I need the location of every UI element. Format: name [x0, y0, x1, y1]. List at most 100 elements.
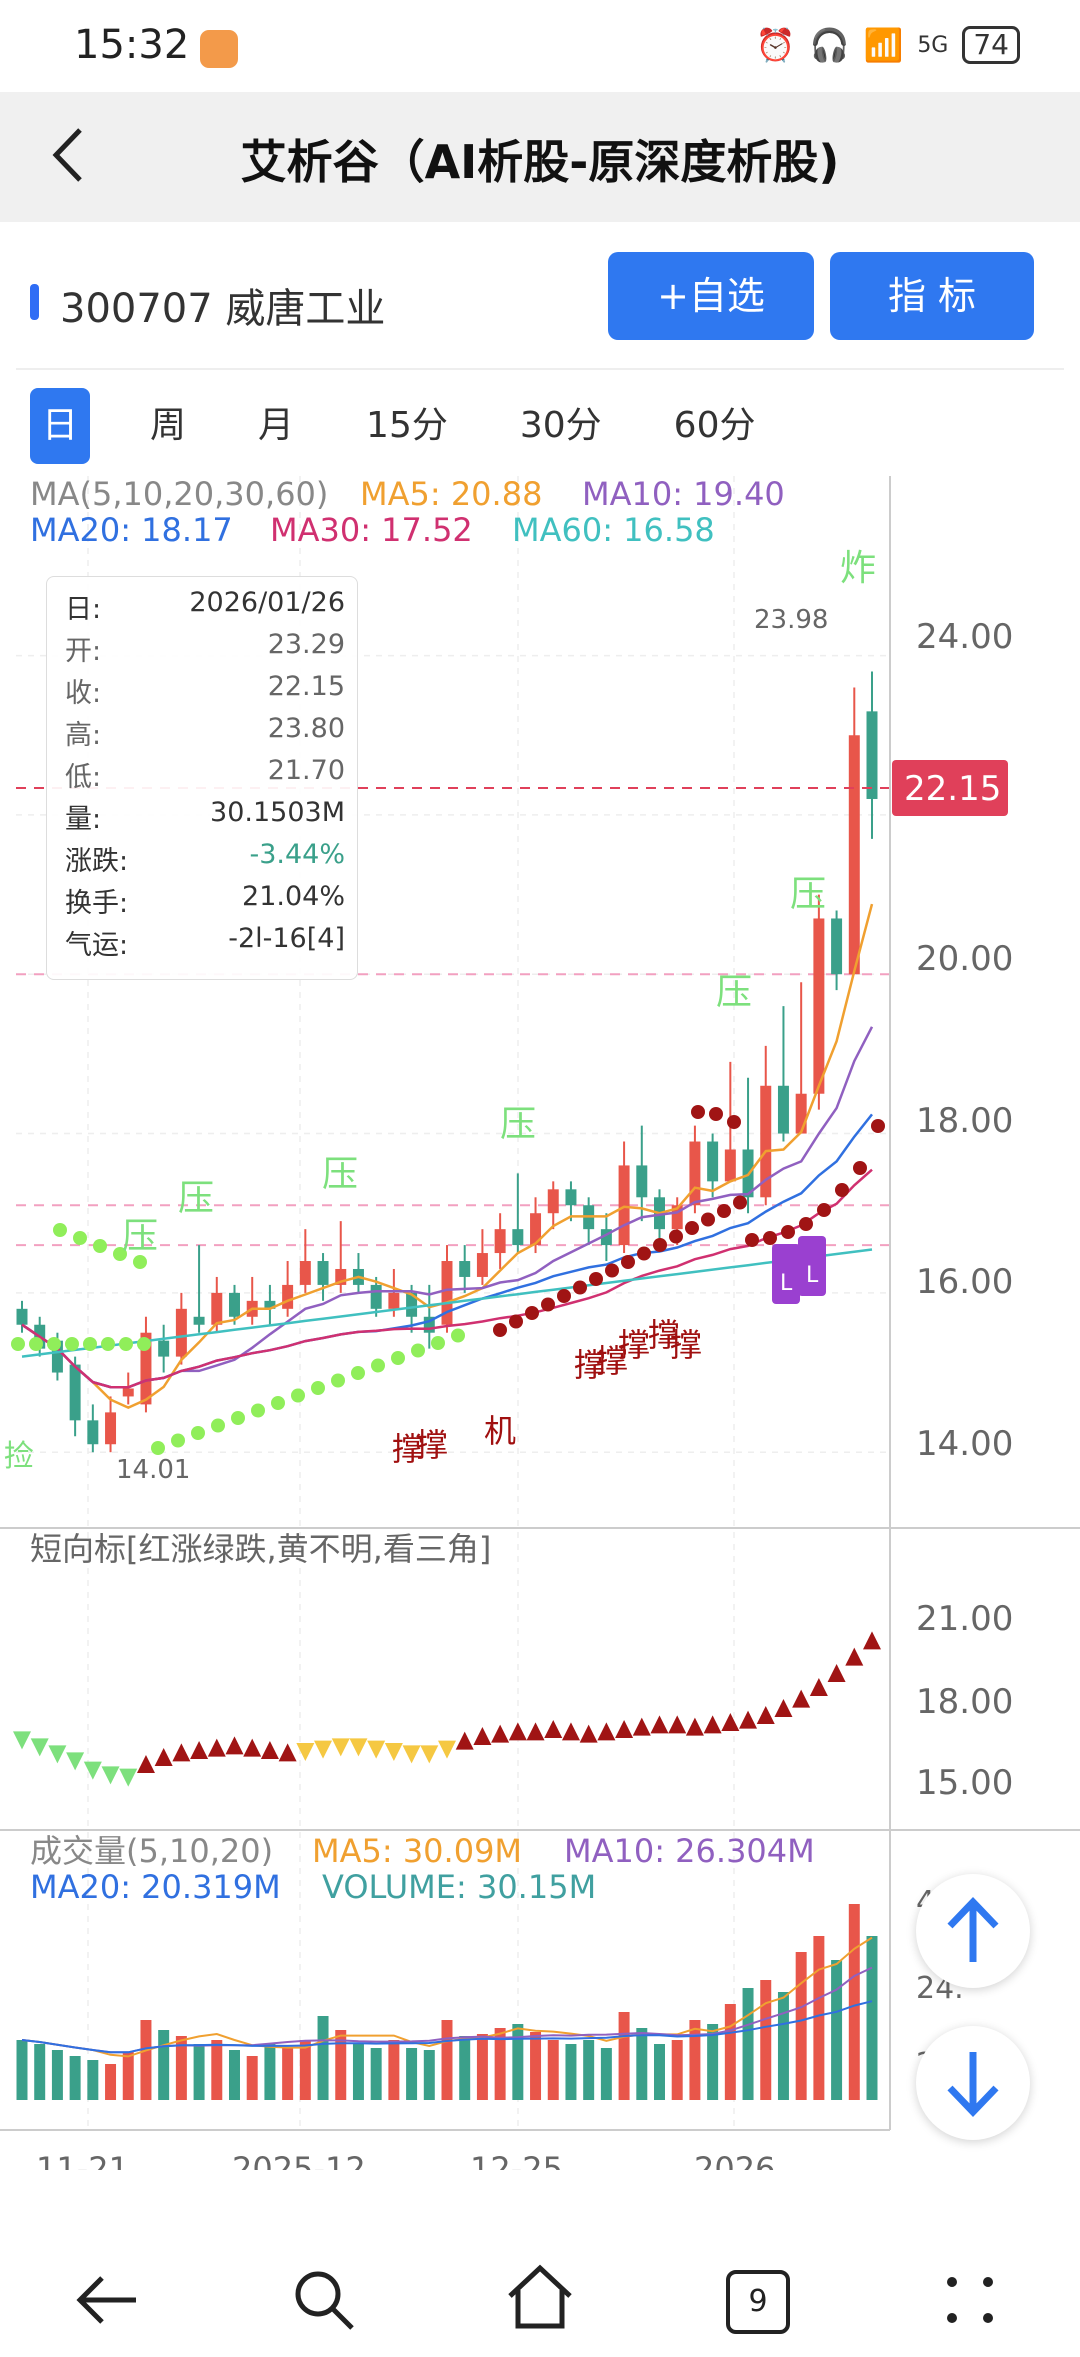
- current-price-label: 22.15: [904, 769, 1001, 809]
- volume-bar: [370, 2048, 382, 2100]
- price-tick: 20.00: [916, 939, 1013, 979]
- support-annotation: 撑: [392, 1430, 424, 1468]
- candle-body: [707, 1141, 719, 1182]
- date-tick: 11-21: [36, 2150, 129, 2170]
- indicator-triangle: [420, 1745, 439, 1764]
- support-dot: [211, 1418, 225, 1433]
- indicator-triangle: [83, 1761, 102, 1780]
- nav-back-icon[interactable]: [72, 2270, 142, 2330]
- volume-bar: [211, 2040, 223, 2100]
- indicator-triangle: [119, 1768, 138, 1787]
- ma5-legend: MA5: 20.88: [360, 475, 542, 513]
- volume-bar: [423, 2050, 435, 2100]
- period-tabs: 日 周 月 15分 30分 60分: [30, 388, 815, 464]
- support-dot: [271, 1396, 285, 1410]
- support-dot: [331, 1373, 345, 1388]
- candle-body: [866, 711, 878, 799]
- support-dot: [171, 1433, 185, 1448]
- support-annotation: 撑: [670, 1326, 702, 1364]
- candle-body: [158, 1340, 170, 1357]
- volume-bars: [16, 1904, 878, 2100]
- volume-ma-line: [21, 2000, 873, 2054]
- tab-30min[interactable]: 30分: [519, 405, 602, 446]
- indicator-triangle: [349, 1738, 368, 1757]
- indicator-triangle: [526, 1722, 545, 1741]
- trend-dot: [605, 1263, 619, 1278]
- volume-bar: [760, 1980, 772, 2100]
- support-dot: [83, 1337, 97, 1351]
- info-row-close: 收: 22.15: [65, 671, 345, 709]
- candle-body: [848, 735, 860, 975]
- trend-dot: [817, 1203, 831, 1217]
- volume-bar: [724, 2004, 736, 2100]
- ma20-legend: MA20: 18.17: [30, 511, 233, 549]
- candle-body: [122, 1388, 134, 1397]
- candle-body: [831, 918, 843, 975]
- support-annotation: 撑: [648, 1316, 680, 1354]
- signal-dots: [11, 1105, 885, 1455]
- candle-body: [671, 1205, 683, 1230]
- indicator-triangle: [225, 1736, 244, 1755]
- add-watchlist-button[interactable]: +自选: [608, 252, 814, 340]
- volume-bar: [229, 2050, 240, 2100]
- arrow-up-icon: [947, 1896, 999, 1962]
- volume-bar: [264, 2044, 276, 2100]
- trend-dot: [853, 1161, 867, 1175]
- date-tick: 2026: [694, 2150, 775, 2170]
- tab-15min[interactable]: 15分: [366, 405, 448, 446]
- indicator-triangle: [473, 1727, 492, 1745]
- tab-day[interactable]: 日: [30, 388, 91, 464]
- price-tick: 24.00: [916, 617, 1013, 657]
- support-dot: [101, 1337, 115, 1351]
- trend-dot: [701, 1212, 715, 1227]
- candle-body: [299, 1261, 311, 1285]
- alarm-icon: ⏰: [755, 26, 796, 64]
- info-row-volume: 量: 30.1503M: [65, 797, 345, 835]
- scroll-down-button[interactable]: [916, 2026, 1030, 2140]
- volume-bar: [707, 2024, 719, 2100]
- support-dot: [93, 1239, 107, 1253]
- volume-bar: [388, 2040, 400, 2100]
- indicator-tick: 18.00: [916, 1682, 1013, 1722]
- indicator-triangle: [455, 1731, 474, 1750]
- support-dot: [137, 1337, 151, 1351]
- candle-body: [459, 1261, 471, 1277]
- volume-bar: [494, 2028, 506, 2100]
- volume-bar: [140, 2020, 152, 2100]
- candle-body: [16, 1308, 28, 1325]
- nav-search-icon[interactable]: [290, 2266, 360, 2336]
- candle-body: [211, 1292, 223, 1325]
- tab-60min[interactable]: 60分: [673, 405, 756, 446]
- candle-body: [618, 1165, 630, 1246]
- tab-month[interactable]: 月: [258, 405, 295, 446]
- support-dot: [411, 1343, 425, 1358]
- candle-body: [406, 1292, 418, 1317]
- support-dot: [371, 1358, 385, 1373]
- support-annotation: 撑: [596, 1342, 628, 1380]
- status-bar: 15:32 ⏰ 🎧 📶 5G 74: [0, 0, 1080, 92]
- indicator-triangle: [331, 1738, 350, 1757]
- volume-bar: [547, 2040, 559, 2100]
- trend-dot: [653, 1238, 667, 1252]
- support-dot: [351, 1366, 365, 1380]
- candle-body: [105, 1412, 117, 1445]
- scroll-up-button[interactable]: [916, 1874, 1030, 1988]
- trend-dot: [835, 1183, 849, 1197]
- ma10-legend: MA10: 19.40: [582, 475, 785, 513]
- candle-body: [175, 1308, 187, 1357]
- indicator-triangle: [579, 1724, 598, 1743]
- stock-header: 300707 威唐工业: [0, 222, 1080, 362]
- back-arrow-icon[interactable]: [40, 120, 100, 190]
- tab-week[interactable]: 周: [150, 405, 187, 446]
- nav-more-icon[interactable]: [940, 2270, 1000, 2330]
- volume-bar: [530, 2032, 542, 2100]
- nav-home-icon[interactable]: [504, 2262, 576, 2332]
- support-dot: [151, 1441, 165, 1455]
- candle-body: [69, 1364, 81, 1421]
- headphones-icon: 🎧: [809, 26, 850, 64]
- pressure-annotation: 压: [790, 874, 826, 915]
- nav-tabs-count[interactable]: 9: [726, 2270, 790, 2334]
- volume-bar: [406, 2048, 418, 2100]
- stock-chart[interactable]: MA(5,10,20,30,60) MA5: 20.88 MA10: 19.40…: [0, 470, 1080, 2170]
- indicator-button[interactable]: 指 标: [830, 252, 1034, 340]
